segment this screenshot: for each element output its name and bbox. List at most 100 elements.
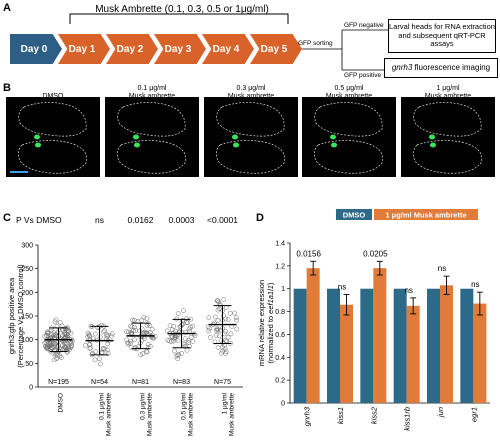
data-point — [167, 323, 173, 329]
data-point — [125, 340, 131, 346]
category-label-1: kiss1 — [336, 407, 345, 424]
y-axis-label-line1: mRNA relative expression — [257, 280, 266, 366]
gfp-positive-label: GFP positive — [344, 72, 382, 79]
gfp-negative-label: GFP negative — [344, 22, 384, 29]
data-point — [207, 326, 213, 331]
data-point — [85, 330, 91, 336]
data-point — [187, 343, 192, 349]
bar-musk-1 — [340, 304, 353, 403]
data-point — [206, 315, 212, 321]
data-point — [45, 331, 50, 336]
category-label-2: kiss2 — [369, 406, 378, 424]
data-point — [183, 316, 189, 321]
data-point — [215, 318, 221, 323]
bar-dmso-1 — [327, 288, 340, 403]
data-point — [59, 326, 65, 332]
data-point — [222, 331, 228, 337]
data-point — [190, 323, 196, 329]
data-point — [222, 346, 228, 352]
data-point — [147, 323, 153, 329]
data-point — [175, 311, 181, 316]
significance-3: ns — [404, 286, 412, 295]
data-point — [217, 306, 222, 312]
data-point — [54, 353, 60, 358]
y-axis-label-line2c: ) — [266, 282, 275, 285]
data-point — [177, 324, 183, 330]
legend-label-musk: 1 μg/ml Musk ambrette — [385, 211, 466, 220]
data-point — [51, 330, 57, 336]
significance-5: ns — [471, 280, 479, 289]
data-point — [164, 328, 170, 334]
data-point — [105, 347, 110, 353]
bar-dmso-2 — [360, 288, 374, 403]
data-point — [181, 308, 186, 314]
data-point — [124, 329, 129, 335]
bar-musk-2 — [373, 268, 387, 403]
data-point — [131, 317, 137, 323]
data-point — [54, 355, 60, 361]
data-point — [52, 319, 58, 325]
data-point — [178, 324, 183, 329]
bar-musk-4 — [440, 285, 453, 403]
y-tick-label-3: 0.6 — [275, 332, 285, 339]
category-label-4: jun — [436, 407, 445, 418]
bar-dmso-5 — [460, 288, 474, 403]
data-point — [232, 310, 237, 316]
data-point — [165, 337, 171, 343]
data-point — [87, 333, 92, 339]
data-point — [225, 317, 231, 322]
data-point — [126, 329, 131, 335]
significance-2: 0.0205 — [363, 249, 388, 258]
data-point — [58, 355, 64, 360]
data-point — [45, 346, 51, 352]
y-tick-label-6: 1.2 — [275, 263, 285, 270]
data-point — [225, 334, 231, 340]
data-point — [96, 356, 102, 362]
y-axis-label-gene: eef1a1l1 — [266, 285, 275, 314]
significance-0: 0.0156 — [296, 249, 321, 258]
data-point — [125, 341, 131, 347]
y-axis-label: gnrh3:gfp positive area(Percentage Vs DM… — [7, 264, 25, 368]
data-point — [92, 357, 98, 363]
data-point — [109, 333, 114, 339]
data-point — [175, 352, 181, 358]
category-label-0: DMSO — [58, 393, 65, 413]
image-caption-3: 0.5 μg/mlMusk ambrette — [326, 85, 372, 100]
data-point — [140, 351, 146, 356]
y-axis-label-line2: (Percentage Vs DMSO control) — [16, 264, 25, 368]
data-point — [130, 317, 136, 323]
data-point — [215, 307, 221, 313]
data-point — [184, 319, 189, 325]
y-tick-label-0: 0 — [281, 401, 285, 408]
fluorescence-image-2 — [204, 97, 298, 177]
y-tick-label-4: 200 — [21, 290, 33, 297]
category-label-4: 1 μg/mlMusk ambrette — [222, 392, 236, 436]
data-point — [139, 337, 145, 343]
data-point — [144, 316, 150, 321]
data-point — [216, 333, 222, 339]
data-point — [51, 336, 57, 342]
data-point — [221, 297, 227, 302]
data-point — [104, 332, 109, 338]
data-point — [128, 344, 134, 350]
data-point — [68, 345, 74, 351]
data-point — [98, 361, 103, 367]
data-point — [145, 342, 151, 347]
data-point — [132, 324, 137, 330]
p-value-2: 0.0162 — [128, 215, 154, 225]
data-point — [141, 330, 147, 336]
legend-swatch-musk — [374, 209, 478, 220]
data-point — [109, 331, 115, 337]
category-label-2: 0.3 μg/mlMusk ambrette — [140, 392, 154, 436]
data-point — [182, 341, 188, 347]
category-label-3: 0.5 μg/mlMusk ambrette — [181, 392, 195, 436]
gfp-sorting-label: GFP sorting — [298, 40, 333, 47]
y-tick-label-5: 250 — [21, 266, 33, 273]
y-axis-label: mRNA relative expression(normalized to e… — [257, 280, 275, 366]
data-point — [215, 345, 221, 350]
fluorescence-imaging-box: gnrh3 fluorescence imaging — [384, 58, 498, 78]
data-point — [175, 338, 181, 343]
image-caption-4: 1 μg/mlMusk ambrette — [425, 85, 471, 100]
data-point — [214, 298, 220, 303]
data-point — [44, 346, 50, 352]
